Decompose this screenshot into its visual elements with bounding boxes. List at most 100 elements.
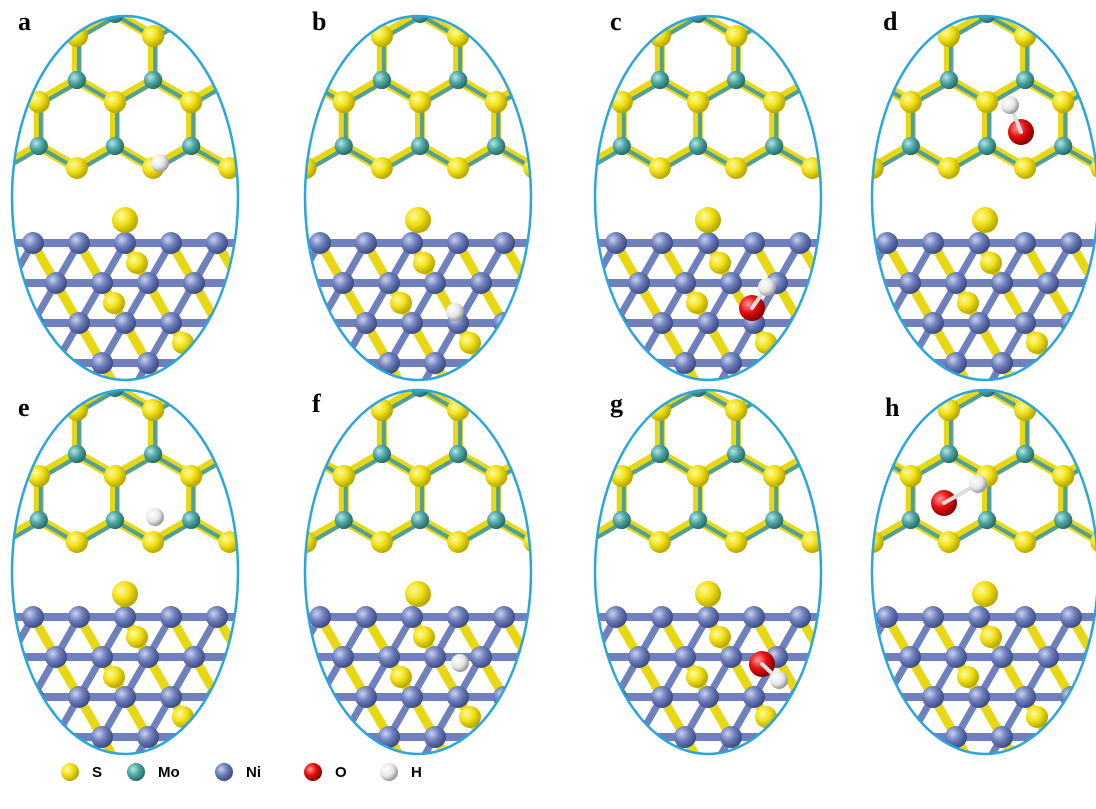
atom-s [535,91,557,113]
bond [818,617,841,657]
atom-mo [765,511,783,529]
bond [574,456,612,478]
atom-s [617,332,639,354]
atom-s [561,465,583,487]
atom-s [695,581,721,607]
atom-s [218,25,240,47]
bond [270,148,308,170]
bond [268,80,306,102]
bond [573,283,596,323]
atom-ni [743,606,765,628]
atom-ni [876,686,898,708]
atom-s [0,252,10,274]
atom-mo [297,71,315,89]
atom-ni [91,726,113,748]
bond [814,82,852,104]
atom-ni [559,232,581,254]
bond [251,617,274,657]
atom-s [865,746,887,768]
bond [546,146,584,168]
atom-ni [835,686,857,708]
bond [39,14,77,36]
atom-ni [45,646,67,668]
bond [0,146,1,168]
atom-s [409,465,431,487]
bond [846,323,869,363]
bond [536,456,574,478]
atom-ni [853,272,875,294]
atom-mo [1054,5,1072,23]
bond [550,617,573,657]
atom-s [0,25,12,47]
atom-ni [697,232,719,254]
atom-ni [160,606,182,628]
bond [231,390,269,412]
atom-mo [297,71,315,89]
atom-mo [826,5,844,23]
bond [0,82,3,104]
bond [268,520,306,542]
atom-s [571,626,593,648]
atom-s [695,207,721,233]
bond [835,454,873,476]
atom-ni [674,726,696,748]
panel [218,379,659,777]
atom-ni [651,312,673,334]
atom-ni [275,352,297,374]
bond [852,82,890,104]
bond [841,283,864,323]
bond [231,390,269,412]
bond [286,363,309,403]
bond [274,323,297,363]
atom-s [561,91,583,113]
panel-label: h [885,393,900,422]
bond [800,697,823,737]
atom-s [839,91,861,113]
atom-mo [1054,379,1072,397]
atom-mo [727,445,745,463]
atom-ni [137,646,159,668]
atom-s [573,25,595,47]
bond [841,617,864,657]
atom-mo [575,71,593,89]
atom-ni [968,232,990,254]
atom-ni [582,646,604,668]
bond [798,390,836,412]
bond [846,363,869,403]
bond [536,456,574,478]
atom-ni [378,646,400,668]
atom-ni [922,232,944,254]
atom-ni [582,272,604,294]
bond [10,323,33,363]
atom-mo [68,445,86,463]
atom-s [535,91,557,113]
atom-ni [68,606,90,628]
atom-ni [183,646,205,668]
atom-mo [1092,445,1096,463]
bond [194,363,217,403]
atom-ni [68,686,90,708]
bond [0,323,10,363]
atom-ni [697,606,719,628]
atom-mo [297,71,315,89]
bond [229,454,267,476]
atom-ni [401,232,423,254]
bond [240,323,263,363]
bond [547,697,570,737]
bond [191,388,229,410]
atom-ni [137,272,159,294]
bond [194,697,217,737]
atom-ni [206,232,228,254]
bond [796,14,834,36]
atom-ni [628,726,650,748]
bond [570,363,593,403]
atom-mo [335,511,353,529]
bond [10,283,33,323]
panel [785,379,1096,777]
atom-ni [968,606,990,628]
atom-ni [991,726,1013,748]
bond [841,363,864,403]
atom-s [687,465,709,487]
atom-s [371,157,393,179]
atom-s [413,626,435,648]
